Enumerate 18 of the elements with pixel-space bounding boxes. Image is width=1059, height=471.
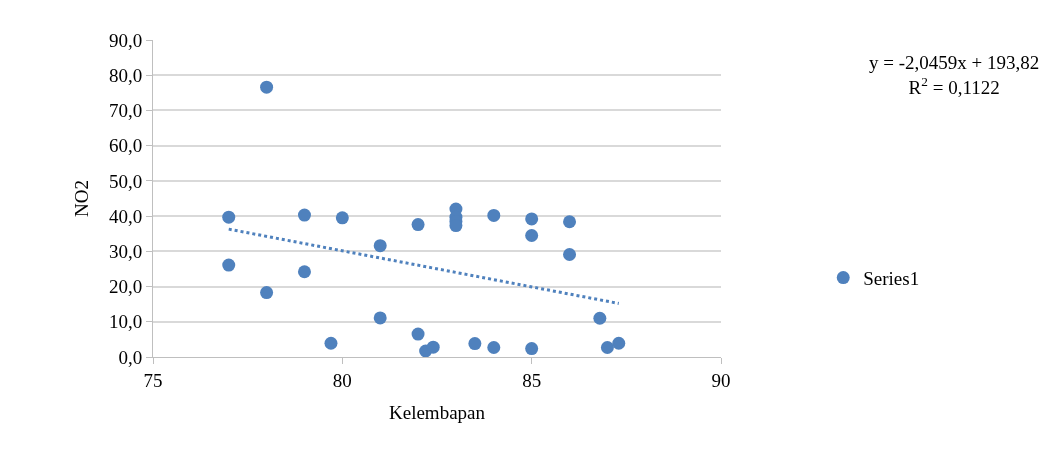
y-tick-label: 10,0 [108,311,143,333]
x-tick-label: 90 [711,369,731,391]
legend-label: Series1 [863,268,920,290]
y-axis-title: NO2 [70,180,92,217]
x-tick-label: 80 [332,369,352,391]
y-tick-label: 90,0 [108,29,143,51]
x-tick-label: 85 [522,369,542,391]
y-tick-label: 30,0 [108,240,143,262]
y-tick-label: 50,0 [108,170,143,192]
y-tick-label: 60,0 [108,135,143,157]
y-tick-label: 40,0 [108,205,143,227]
y-tick-label: 0,0 [118,346,143,368]
y-tick-label: 70,0 [108,100,143,122]
y-tick-label: 20,0 [108,276,143,298]
y-tick-label: 80,0 [108,64,143,86]
x-tick-label: 75 [143,369,163,391]
x-axis-title: Kelembapan [388,401,486,423]
text: y = -2,0459x + 193,82 R$^{2}$ = 0,1122 [869,52,1040,98]
